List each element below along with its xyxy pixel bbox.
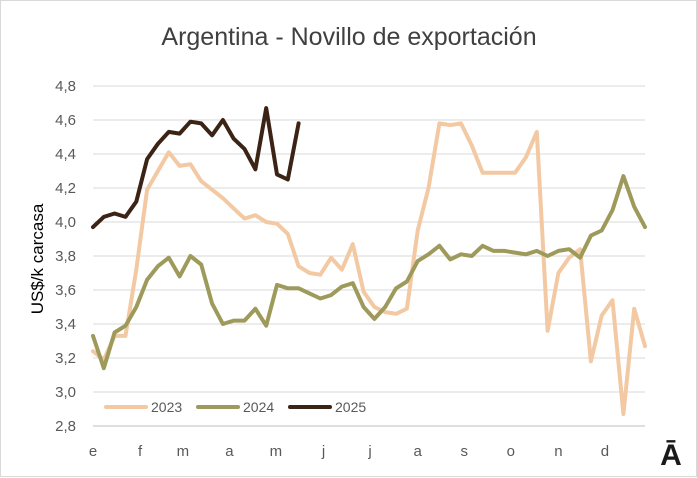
legend: 2023 2024 2025 — [104, 399, 366, 415]
y-tick-label: 3,4 — [55, 316, 76, 333]
series-line-2024 — [91, 174, 647, 371]
x-tick-label: s — [460, 443, 468, 460]
y-tick-label: 3,8 — [55, 248, 76, 265]
x-tick-label: a — [225, 443, 234, 460]
x-tick-label: j — [367, 443, 371, 460]
x-tick-label: n — [554, 443, 562, 460]
y-tick-label: 4,6 — [55, 112, 76, 129]
legend-label-2024: 2024 — [243, 399, 274, 415]
x-tick-label: f — [138, 443, 143, 460]
x-tick-label: e — [89, 443, 97, 460]
y-tick-label: 4,0 — [55, 214, 76, 231]
y-tick-label: 3,6 — [55, 282, 76, 299]
y-axis-label: US$/k carcasa — [28, 203, 47, 314]
y-tick-labels: 2,8 3,0 3,2 3,4 3,6 3,8 4,0 4,2 4,4 4,6 4,8 — [55, 78, 76, 435]
x-tick-label: d — [601, 443, 609, 460]
x-tick-label: m — [270, 443, 283, 460]
x-tick-label: a — [414, 443, 423, 460]
legend-label-2023: 2023 — [151, 399, 182, 415]
series-lines — [91, 106, 647, 417]
x-tick-label: o — [507, 443, 515, 460]
x-tick-label: m — [177, 443, 190, 460]
chart-title: Argentina - Novillo de exportación — [161, 23, 536, 51]
series-line-2025 — [91, 106, 301, 230]
x-tick-label: j — [321, 443, 325, 460]
y-tick-label: 4,8 — [55, 78, 76, 95]
legend-label-2025: 2025 — [335, 399, 366, 415]
y-tick-label: 2,8 — [55, 418, 76, 435]
brand-logo: Ā — [660, 439, 682, 472]
series-line-2023 — [91, 121, 647, 417]
gridlines — [93, 85, 645, 427]
y-tick-label: 4,4 — [55, 146, 76, 163]
y-tick-label: 4,2 — [55, 180, 76, 197]
y-tick-label: 3,2 — [55, 350, 76, 367]
y-tick-label: 3,0 — [55, 384, 76, 401]
